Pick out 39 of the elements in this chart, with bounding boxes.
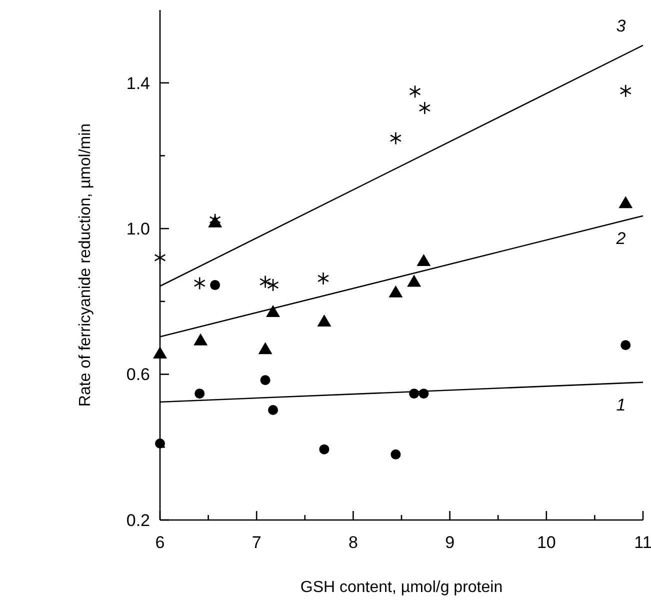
y-tick-label: 0.6 bbox=[126, 365, 150, 384]
point bbox=[409, 84, 421, 98]
point bbox=[210, 280, 220, 290]
x-tick-label: 9 bbox=[445, 533, 455, 552]
point bbox=[194, 388, 205, 399]
point bbox=[390, 132, 402, 145]
point bbox=[317, 314, 332, 326]
x-tick-label: 8 bbox=[348, 533, 358, 552]
point bbox=[319, 444, 330, 454]
point bbox=[618, 196, 633, 208]
point bbox=[620, 340, 631, 350]
point bbox=[194, 333, 208, 346]
point bbox=[407, 274, 422, 287]
x-tick-label: 11 bbox=[634, 533, 651, 552]
point bbox=[390, 449, 401, 460]
series-label: 1 bbox=[616, 395, 626, 414]
point bbox=[260, 375, 270, 386]
series-label: 2 bbox=[615, 228, 626, 248]
point bbox=[388, 285, 403, 298]
point bbox=[258, 342, 272, 354]
series-label: 3 bbox=[616, 16, 626, 36]
point bbox=[154, 251, 166, 264]
x-tick-label: 6 bbox=[155, 533, 165, 552]
x-tick-label: 10 bbox=[536, 533, 556, 552]
point bbox=[418, 101, 431, 115]
point bbox=[317, 272, 330, 286]
y-axis-title: Rate of ferricyanide reduction, µmol/min bbox=[77, 123, 94, 407]
point bbox=[268, 404, 278, 415]
y-tick-label: 1.0 bbox=[126, 220, 150, 239]
point bbox=[194, 276, 206, 290]
point bbox=[153, 346, 167, 359]
x-tick-label: 7 bbox=[252, 533, 262, 552]
y-tick-label: 1.4 bbox=[126, 74, 150, 93]
point bbox=[620, 84, 632, 98]
y-tick-label: 0.2 bbox=[126, 510, 150, 530]
point bbox=[266, 304, 280, 317]
point bbox=[416, 254, 431, 266]
point bbox=[155, 438, 165, 448]
x-axis-title: GSH content, µmol/g protein bbox=[300, 579, 503, 596]
